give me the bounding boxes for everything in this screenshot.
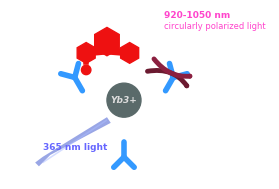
Circle shape <box>112 166 115 169</box>
Polygon shape <box>121 43 139 63</box>
Polygon shape <box>77 43 95 63</box>
Circle shape <box>164 89 167 92</box>
Text: Yb3+: Yb3+ <box>110 96 137 105</box>
FancyArrowPatch shape <box>154 59 190 76</box>
Circle shape <box>77 62 80 65</box>
Circle shape <box>107 83 141 117</box>
Circle shape <box>122 140 125 143</box>
Polygon shape <box>95 27 119 56</box>
Text: 365 nm light: 365 nm light <box>43 143 107 152</box>
Circle shape <box>59 72 62 75</box>
Polygon shape <box>35 117 111 166</box>
Circle shape <box>81 89 84 92</box>
Text: circularly polarized light: circularly polarized light <box>164 22 265 31</box>
Text: 920-1050 nm: 920-1050 nm <box>164 11 230 20</box>
Circle shape <box>81 65 91 75</box>
Polygon shape <box>43 119 107 163</box>
FancyArrowPatch shape <box>148 70 187 86</box>
Circle shape <box>168 62 171 65</box>
Circle shape <box>186 72 189 75</box>
Circle shape <box>133 166 136 169</box>
